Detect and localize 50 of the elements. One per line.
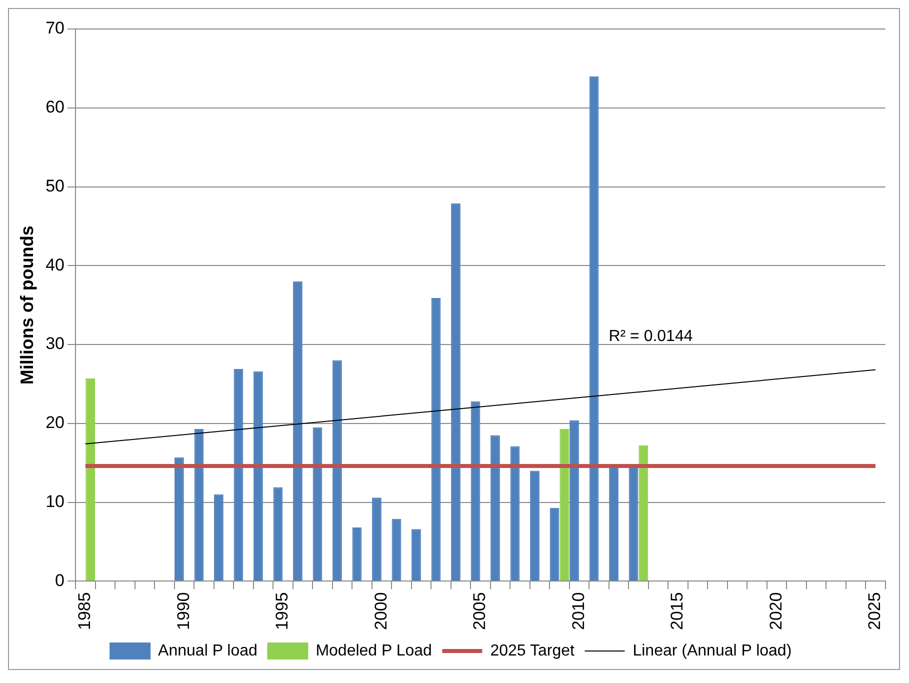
- x-tick-label: 2010: [568, 592, 588, 630]
- bar: [510, 446, 520, 581]
- bar: [234, 368, 244, 581]
- bar: [628, 466, 638, 581]
- legend-label: Modeled P Load: [316, 642, 432, 660]
- y-tick-label: 60: [46, 98, 65, 117]
- bar: [372, 498, 382, 581]
- bar: [609, 466, 618, 581]
- bar: [490, 435, 500, 581]
- x-tick-label: 2020: [766, 592, 786, 630]
- bar: [273, 487, 283, 581]
- x-tick-label: 2000: [371, 592, 390, 630]
- x-tick-label: 2025: [865, 592, 884, 630]
- y-tick-label: 20: [46, 413, 65, 432]
- y-axis-title: Millions of pounds: [16, 226, 37, 385]
- bar: [530, 470, 540, 581]
- x-tick-label: 1990: [174, 592, 193, 630]
- y-tick-label: 10: [46, 492, 65, 511]
- annotation: R² = 0.0144: [608, 328, 693, 346]
- y-tick-label: 30: [46, 334, 65, 354]
- x-tick-label: 2005: [470, 592, 490, 630]
- bar: [194, 428, 204, 581]
- y-tick-label: 0: [55, 570, 65, 590]
- bar: [254, 371, 263, 581]
- bar: [392, 518, 402, 581]
- bar: [352, 528, 362, 581]
- legend-label: Linear (Annual P load): [632, 642, 792, 660]
- x-tick-label: 2015: [668, 592, 687, 630]
- bar: [560, 428, 570, 581]
- bar: [470, 401, 480, 581]
- bar: [589, 76, 599, 581]
- bar: [86, 378, 96, 581]
- bar: [293, 281, 302, 581]
- bar: [174, 457, 184, 581]
- bar: [431, 298, 441, 581]
- legend-label: 2025 Target: [490, 642, 575, 660]
- y-tick-label: 70: [46, 18, 65, 38]
- bar: [412, 529, 421, 581]
- bar: [570, 420, 579, 581]
- y-tick-label: 40: [46, 255, 65, 274]
- legend-label: Annual P load: [158, 642, 258, 660]
- bar: [214, 494, 224, 581]
- x-tick-label: 1985: [75, 592, 94, 630]
- x-tick-label: 1995: [272, 592, 292, 630]
- bar: [312, 427, 322, 581]
- bar: [550, 508, 560, 581]
- y-tick-label: 50: [46, 176, 65, 196]
- bar: [451, 203, 460, 581]
- bar: [638, 446, 648, 581]
- bar: [332, 360, 342, 581]
